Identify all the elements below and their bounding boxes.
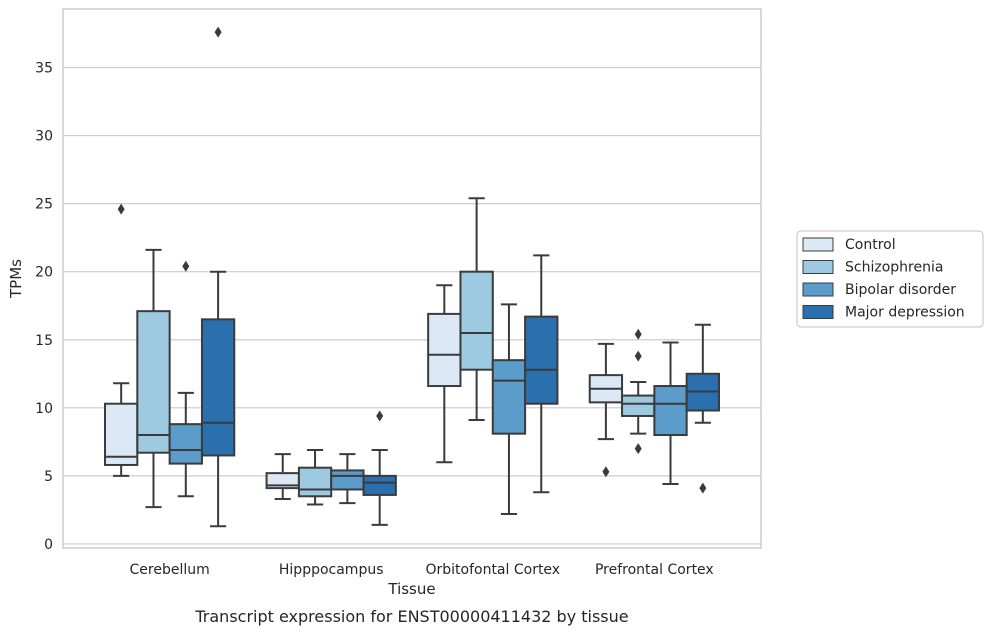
box-1-1 [297,449,333,506]
legend-entry: Control [845,237,896,253]
x-tick-labels: Cerebellum Hipppocampus Orbitofontal Corte… [130,562,714,578]
boxes [104,26,720,528]
x-axis-label: Tissue [387,580,435,598]
box-1-3 [362,410,397,526]
box-0-0 [104,203,139,477]
box-3-0 [588,342,624,478]
box-iqr [524,315,559,405]
x-tick-label: Hipppocampus [279,562,384,578]
x-tick-label: Orbitofontal Cortex [425,562,560,578]
box-0-1 [136,248,171,509]
box-3-1 [621,328,656,455]
y-tick-label: 10 [35,401,53,417]
outlier-point [182,260,190,272]
legend-box [796,230,984,328]
outlier-point [602,466,610,478]
chart-caption: Transcript expression for ENST0000041143… [194,607,628,626]
y-tick-label: 35 [35,61,53,77]
box-0-2 [168,260,203,498]
outlier-point [634,350,642,362]
x-tick-label: Prefrontal Cortex [595,562,714,578]
legend-swatch [802,305,834,319]
y-tick-label: 25 [35,197,53,213]
y-tick-label: 5 [44,469,53,485]
outlier-point [117,203,125,215]
box-2-1 [459,197,494,422]
box-iqr [459,270,494,371]
legend-entry: Major depression [845,305,965,321]
outlier-point [634,443,642,455]
outlier-point [376,410,384,422]
outlier-point [214,26,222,38]
y-tick-label: 0 [44,537,53,553]
box-iqr [200,318,236,457]
y-tick-labels: 0 5 10 15 20 25 30 35 [35,61,53,553]
box-iqr [104,402,139,466]
box-iqr [168,423,203,465]
legend-swatch [802,260,834,274]
outlier-point [699,482,707,494]
box-iqr [653,385,688,437]
box-iqr [621,394,656,417]
plot-frame [62,8,762,549]
y-axis-label: TPMs [7,259,25,299]
box-1-2 [330,453,365,505]
y-tick-label: 20 [35,265,53,281]
outlier-point [634,328,642,340]
x-tick-label: Cerebellum [130,562,210,578]
box-3-3 [685,323,720,494]
box-0-3 [200,26,236,528]
box-2-2 [491,303,527,515]
y-tick-label: 30 [35,129,53,145]
legend-entry: Bipolar disorder [845,282,956,298]
box-iqr [491,359,527,435]
gridlines [63,66,761,545]
box-2-3 [524,254,559,494]
legend-entry: Schizophrenia [845,260,943,276]
legend-swatch [802,282,834,297]
box-1-0 [265,453,300,500]
legend: Control Schizophrenia Bipolar disorder Majo… [796,230,984,328]
box-iqr [330,469,365,491]
box-2-0 [427,284,462,464]
box-3-2 [653,341,688,486]
y-tick-label: 15 [35,333,53,349]
box-iqr [297,466,333,498]
box-iqr [362,474,397,496]
legend-swatch [802,237,834,252]
box-iqr [136,310,171,454]
box-iqr [427,312,462,388]
